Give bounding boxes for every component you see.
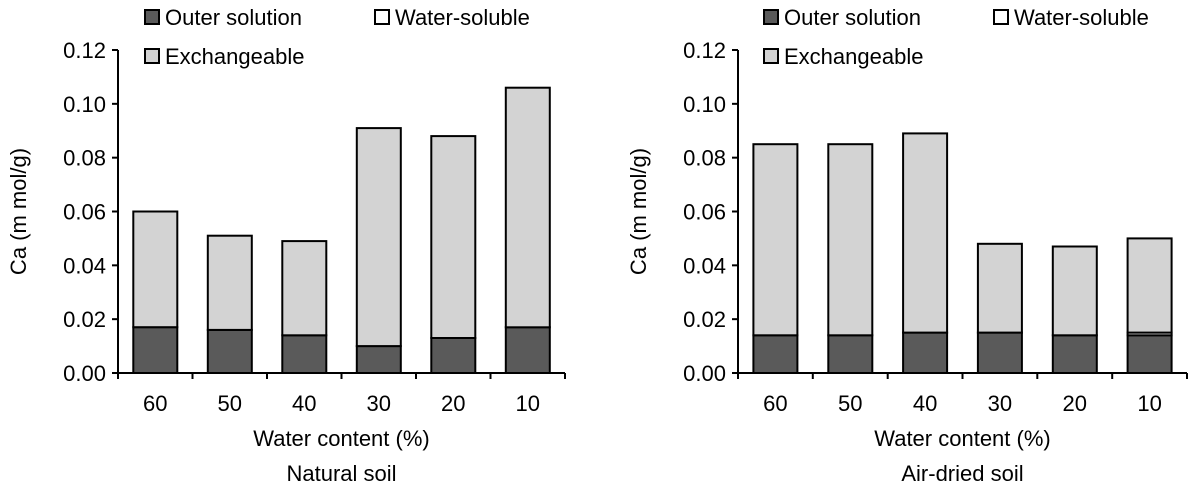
bar-exchangeable-30 [355,127,402,348]
chart-panel-2: 60 50 40 30 20 10 0.00 0.02 0.04 0.06 0.08 0.10 0.12… [626,5,1188,486]
bar-exchangeable-10 [504,86,551,329]
y-tick-label: 0.12 [683,38,726,63]
bar-outer-solution-50 [206,328,253,374]
chart-panel-1: 60 50 40 30 20 10 0.00 0.02 0.04 0.06 0.08 0.10 0.12… [6,5,566,486]
x-tick-label: 60 [763,391,787,416]
y-tick-label: 0.02 [63,307,106,332]
bar-outer-solution-20 [430,337,477,374]
legend-swatch-exchangeable [144,48,160,64]
y-tick-label: 0.00 [63,361,106,386]
bar-exchangeable-60 [752,143,799,337]
bar-exchangeable-50 [827,143,874,337]
x-tick-label: 30 [367,391,391,416]
x-tick-label: 40 [292,391,316,416]
bar-exchangeable-60 [132,210,179,329]
bar-outer-solution-50 [827,334,874,374]
legend-swatch-outer-solution [763,9,779,25]
x-tick-label: 60 [143,391,167,416]
chart-title: Natural soil [286,461,396,486]
x-tick-label: 20 [1063,391,1087,416]
x-tick-label: 20 [441,391,465,416]
chart-title: Air-dried soil [901,461,1023,486]
legend-swatch-exchangeable [763,48,779,64]
y-tick-label: 0.06 [63,200,106,225]
bar-outer-solution-60 [752,334,799,374]
x-axis-label: Water content (%) [874,426,1050,451]
legend-swatch-water-soluble [374,9,390,25]
bar-exchangeable-50 [206,234,253,331]
bar-exchangeable-20 [1051,245,1098,337]
y-tick-label: 0.00 [683,361,726,386]
x-tick-label: 30 [988,391,1012,416]
x-tick-label: 50 [838,391,862,416]
legend-swatch-water-soluble [993,9,1009,25]
bar-outer-solution-30 [355,345,402,375]
bar-exchangeable-40 [281,240,328,337]
x-tick-label: 50 [218,391,242,416]
y-tick-label: 0.06 [683,200,726,225]
legend-label-outer-solution: Outer solution [165,5,302,30]
legend-label-water-soluble: Water-soluble [1014,5,1149,30]
x-axis-label: Water content (%) [253,426,429,451]
bar-outer-solution-20 [1051,334,1098,374]
bar-exchangeable-30 [976,242,1023,334]
bar-exchangeable-10 [1126,237,1173,334]
y-axis-label: Ca (m mol/g) [626,148,651,275]
x-tick-label: 10 [516,391,540,416]
bar-outer-solution-10 [504,326,551,375]
y-tick-label: 0.08 [683,146,726,171]
legend-label-outer-solution: Outer solution [784,5,921,30]
bar-outer-solution-60 [132,326,179,375]
y-tick-label: 0.10 [683,92,726,117]
legend-swatch-outer-solution [144,9,160,25]
x-tick-label: 10 [1137,391,1161,416]
bar-outer-solution-40 [902,331,949,375]
bar-outer-solution-30 [976,331,1023,375]
y-tick-label: 0.02 [683,307,726,332]
y-tick-label: 0.04 [63,253,106,278]
legend-label-water-soluble: Water-soluble [395,5,530,30]
legend-label-exchangeable: Exchangeable [165,44,304,69]
bar-exchangeable-40 [902,132,949,334]
bar-exchangeable-20 [430,135,477,339]
y-tick-label: 0.10 [63,92,106,117]
y-tick-label: 0.04 [683,253,726,278]
x-tick-label: 40 [913,391,937,416]
y-tick-label: 0.08 [63,146,106,171]
bar-outer-solution-10 [1126,334,1173,374]
y-axis-label: Ca (m mol/g) [6,148,31,275]
legend-label-exchangeable: Exchangeable [784,44,923,69]
bar-outer-solution-40 [281,334,328,374]
y-tick-label: 0.12 [63,38,106,63]
